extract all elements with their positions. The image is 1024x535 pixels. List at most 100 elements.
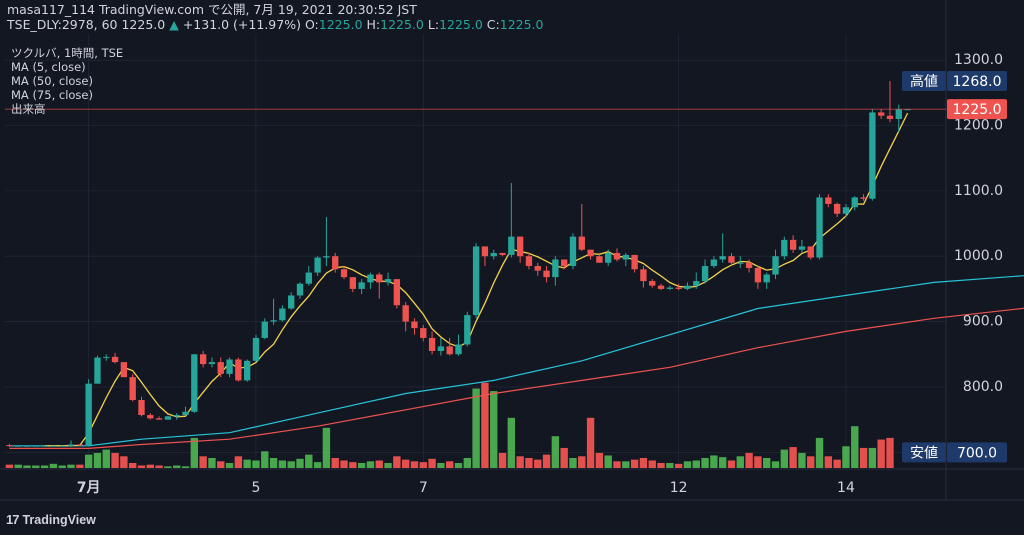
volume-bar <box>454 462 463 468</box>
candle-body <box>6 445 13 447</box>
candle-body <box>754 267 762 283</box>
candle-body <box>737 262 744 264</box>
volume-bar <box>516 456 524 468</box>
volume-bar <box>877 439 885 468</box>
candle-body <box>464 315 471 345</box>
candle-body <box>428 337 436 352</box>
price-tick-label: 800.0 <box>963 379 1003 395</box>
candle-body <box>728 256 735 263</box>
volume-bar <box>613 461 621 468</box>
volume-bar <box>164 466 172 468</box>
volume-bar <box>824 456 833 468</box>
candle-body <box>32 445 39 447</box>
candle-body <box>270 320 277 322</box>
candle-body <box>59 445 66 447</box>
legend-ma5[interactable]: MA (5, close) <box>11 60 86 74</box>
volume-bar <box>569 457 577 468</box>
volume-bar <box>173 465 181 468</box>
volume-bar <box>445 461 454 468</box>
candle-body <box>402 305 409 322</box>
candle-body <box>23 445 31 447</box>
volume-bar <box>217 461 225 468</box>
candle-body <box>534 266 541 271</box>
volume-bar <box>137 465 146 468</box>
volume-bar <box>754 456 762 468</box>
volume-bar <box>419 462 427 468</box>
indicator-legend[interactable]: ツクルバ, 1時間, TSE MA (5, close) MA (50, clo… <box>11 46 123 116</box>
legend-symbol[interactable]: ツクルバ, 1時間, TSE <box>11 46 124 60</box>
volume-bar <box>534 459 542 468</box>
volume-bar <box>305 454 313 468</box>
candle-body <box>860 197 867 199</box>
candle-body <box>296 283 304 296</box>
last-price-tag <box>947 99 1007 120</box>
price-tick-label: 1100.0 <box>954 183 1003 199</box>
up-arrow-icon: ▲ <box>169 17 179 32</box>
candle-body <box>552 259 559 278</box>
volume-bar <box>622 461 630 468</box>
volume-bar <box>234 456 243 468</box>
candle-body <box>164 416 172 420</box>
tradingview-logo[interactable]: 17 TradingView <box>6 512 96 527</box>
volume-bar <box>815 437 824 468</box>
candle-body <box>279 308 286 321</box>
volume-bar <box>146 464 154 468</box>
candle-body <box>376 274 383 283</box>
candle-body <box>878 112 885 116</box>
candle-body <box>340 269 348 278</box>
candle-body <box>129 377 136 401</box>
low-price-box <box>947 442 1007 463</box>
volume-bar <box>120 456 128 468</box>
volume-bar <box>181 466 190 468</box>
candle-body <box>15 445 22 447</box>
volume-bar <box>692 460 700 468</box>
candle-body <box>640 269 647 282</box>
candle-body <box>807 246 814 258</box>
time-tick-label: 7月 <box>77 480 101 496</box>
high-label-box <box>902 71 946 92</box>
candle-body <box>393 279 401 306</box>
volume-bar <box>375 460 383 468</box>
candle-body <box>455 344 462 355</box>
change-text: +131.0 (+11.97%) <box>182 17 301 32</box>
volume-bar <box>789 447 797 468</box>
volume-bar <box>243 459 251 468</box>
volume-bar <box>287 461 295 468</box>
candle-body <box>543 270 550 278</box>
candle-body <box>851 197 858 208</box>
candle-body <box>323 256 330 258</box>
volume-bar <box>657 462 665 468</box>
close-value: 1225.0 <box>499 17 544 32</box>
volume-bar <box>14 464 22 468</box>
candle-body <box>67 444 75 446</box>
candle-body <box>842 207 850 214</box>
candle-body <box>763 274 770 283</box>
high-value: 1225.0 <box>380 17 424 32</box>
legend-ma75[interactable]: MA (75, close) <box>11 88 93 102</box>
volume-bar <box>49 463 58 468</box>
legend-volume[interactable]: 出来高 <box>11 102 46 116</box>
publish-info: masa117_114 TradingView.com で公開, 7月 19, … <box>7 2 417 17</box>
legend-ma50[interactable]: MA (50, close) <box>11 74 93 88</box>
candle-body <box>578 236 585 250</box>
candle-body <box>569 236 577 267</box>
candle-body <box>693 281 700 286</box>
low-label-text: 安値 <box>910 445 938 461</box>
candle-body <box>631 254 638 270</box>
low-value: 1225.0 <box>439 17 483 32</box>
volume-bar <box>410 461 419 468</box>
volume-bar <box>498 452 507 468</box>
candle-body <box>252 337 260 361</box>
candle-body <box>816 197 823 258</box>
time-tick-label: 12 <box>670 480 688 496</box>
candle-body <box>508 236 515 255</box>
candle-body <box>481 246 489 257</box>
volume-bar <box>578 456 586 468</box>
candle-body <box>235 359 242 381</box>
candle-body <box>710 259 718 267</box>
volume-bar <box>595 452 604 468</box>
volume-bar <box>727 460 736 468</box>
candle-body <box>657 285 665 289</box>
candle-body <box>605 252 612 263</box>
